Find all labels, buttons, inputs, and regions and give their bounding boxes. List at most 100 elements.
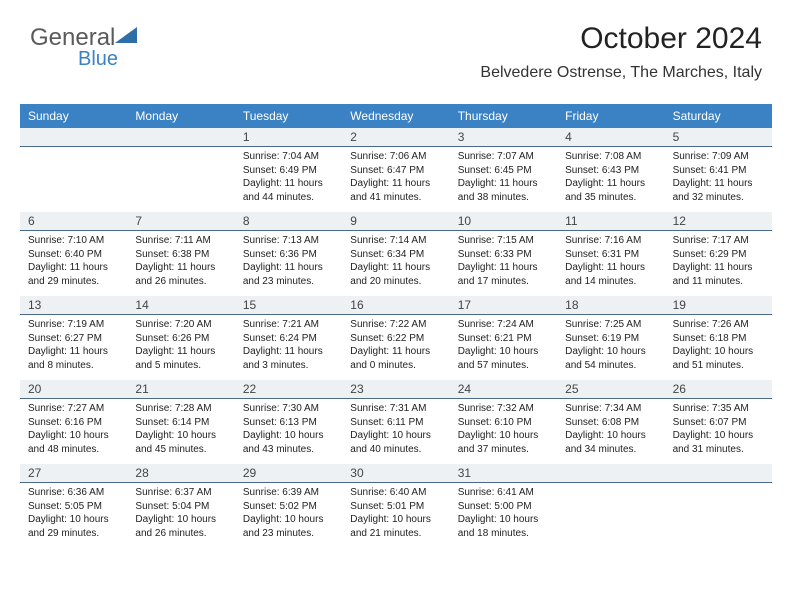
sunset-text: Sunset: 6:19 PM [565, 332, 656, 346]
sunrise-text: Sunrise: 7:07 AM [458, 150, 549, 164]
day-info: Sunrise: 7:14 AMSunset: 6:34 PMDaylight:… [342, 231, 449, 294]
calendar-week: 6Sunrise: 7:10 AMSunset: 6:40 PMDaylight… [20, 212, 772, 296]
day-number: 12 [665, 212, 772, 231]
day-number: 9 [342, 212, 449, 231]
sunrise-text: Sunrise: 7:04 AM [243, 150, 334, 164]
calendar-cell [20, 128, 127, 212]
day-info: Sunrise: 7:31 AMSunset: 6:11 PMDaylight:… [342, 399, 449, 462]
calendar-cell: 2Sunrise: 7:06 AMSunset: 6:47 PMDaylight… [342, 128, 449, 212]
daylight-text: Daylight: 10 hours and 23 minutes. [243, 513, 334, 540]
sunset-text: Sunset: 5:00 PM [458, 500, 549, 514]
day-number: 18 [557, 296, 664, 315]
daylight-text: Daylight: 11 hours and 35 minutes. [565, 177, 656, 204]
logo-text-general: General [30, 24, 115, 51]
daylight-text: Daylight: 10 hours and 29 minutes. [28, 513, 119, 540]
daylight-text: Daylight: 11 hours and 29 minutes. [28, 261, 119, 288]
daylight-text: Daylight: 11 hours and 38 minutes. [458, 177, 549, 204]
daylight-text: Daylight: 11 hours and 3 minutes. [243, 345, 334, 372]
day-number: 17 [450, 296, 557, 315]
sunset-text: Sunset: 6:11 PM [350, 416, 441, 430]
daylight-text: Daylight: 11 hours and 17 minutes. [458, 261, 549, 288]
day-number [665, 464, 772, 483]
day-info: Sunrise: 7:16 AMSunset: 6:31 PMDaylight:… [557, 231, 664, 294]
calendar-cell: 17Sunrise: 7:24 AMSunset: 6:21 PMDayligh… [450, 296, 557, 380]
day-number: 26 [665, 380, 772, 399]
sunrise-text: Sunrise: 6:41 AM [458, 486, 549, 500]
daylight-text: Daylight: 11 hours and 20 minutes. [350, 261, 441, 288]
day-number: 20 [20, 380, 127, 399]
day-header: Monday [127, 104, 234, 128]
calendar-cell: 1Sunrise: 7:04 AMSunset: 6:49 PMDaylight… [235, 128, 342, 212]
day-header: Saturday [665, 104, 772, 128]
sunrise-text: Sunrise: 7:27 AM [28, 402, 119, 416]
sunrise-text: Sunrise: 7:11 AM [135, 234, 226, 248]
calendar-week: 13Sunrise: 7:19 AMSunset: 6:27 PMDayligh… [20, 296, 772, 380]
calendar-week: 1Sunrise: 7:04 AMSunset: 6:49 PMDaylight… [20, 128, 772, 212]
day-number: 28 [127, 464, 234, 483]
day-info: Sunrise: 7:26 AMSunset: 6:18 PMDaylight:… [665, 315, 772, 378]
daylight-text: Daylight: 10 hours and 21 minutes. [350, 513, 441, 540]
calendar-cell: 14Sunrise: 7:20 AMSunset: 6:26 PMDayligh… [127, 296, 234, 380]
sunset-text: Sunset: 6:38 PM [135, 248, 226, 262]
calendar-cell: 29Sunrise: 6:39 AMSunset: 5:02 PMDayligh… [235, 464, 342, 548]
day-number [127, 128, 234, 147]
calendar-cell: 24Sunrise: 7:32 AMSunset: 6:10 PMDayligh… [450, 380, 557, 464]
daylight-text: Daylight: 11 hours and 14 minutes. [565, 261, 656, 288]
day-number: 5 [665, 128, 772, 147]
daylight-text: Daylight: 11 hours and 11 minutes. [673, 261, 764, 288]
day-info: Sunrise: 6:36 AMSunset: 5:05 PMDaylight:… [20, 483, 127, 546]
sunrise-text: Sunrise: 6:39 AM [243, 486, 334, 500]
day-header: Wednesday [342, 104, 449, 128]
sunset-text: Sunset: 6:47 PM [350, 164, 441, 178]
day-info: Sunrise: 6:37 AMSunset: 5:04 PMDaylight:… [127, 483, 234, 546]
calendar-cell: 4Sunrise: 7:08 AMSunset: 6:43 PMDaylight… [557, 128, 664, 212]
sunset-text: Sunset: 6:33 PM [458, 248, 549, 262]
sunrise-text: Sunrise: 7:09 AM [673, 150, 764, 164]
day-info: Sunrise: 6:41 AMSunset: 5:00 PMDaylight:… [450, 483, 557, 546]
day-info: Sunrise: 7:08 AMSunset: 6:43 PMDaylight:… [557, 147, 664, 210]
day-number: 22 [235, 380, 342, 399]
sunrise-text: Sunrise: 6:40 AM [350, 486, 441, 500]
day-info: Sunrise: 7:34 AMSunset: 6:08 PMDaylight:… [557, 399, 664, 462]
calendar-cell: 23Sunrise: 7:31 AMSunset: 6:11 PMDayligh… [342, 380, 449, 464]
calendar-cell: 16Sunrise: 7:22 AMSunset: 6:22 PMDayligh… [342, 296, 449, 380]
day-info: Sunrise: 7:10 AMSunset: 6:40 PMDaylight:… [20, 231, 127, 294]
day-info: Sunrise: 7:09 AMSunset: 6:41 PMDaylight:… [665, 147, 772, 210]
day-info: Sunrise: 7:19 AMSunset: 6:27 PMDaylight:… [20, 315, 127, 378]
daylight-text: Daylight: 11 hours and 5 minutes. [135, 345, 226, 372]
day-number: 8 [235, 212, 342, 231]
day-info: Sunrise: 7:07 AMSunset: 6:45 PMDaylight:… [450, 147, 557, 210]
day-info: Sunrise: 7:24 AMSunset: 6:21 PMDaylight:… [450, 315, 557, 378]
day-info: Sunrise: 7:20 AMSunset: 6:26 PMDaylight:… [127, 315, 234, 378]
sunrise-text: Sunrise: 7:21 AM [243, 318, 334, 332]
daylight-text: Daylight: 10 hours and 37 minutes. [458, 429, 549, 456]
day-number: 2 [342, 128, 449, 147]
sunset-text: Sunset: 6:34 PM [350, 248, 441, 262]
day-number [557, 464, 664, 483]
calendar-cell [665, 464, 772, 548]
logo-triangle-icon [115, 27, 137, 43]
calendar-cell: 22Sunrise: 7:30 AMSunset: 6:13 PMDayligh… [235, 380, 342, 464]
day-header-row: Sunday Monday Tuesday Wednesday Thursday… [20, 104, 772, 128]
day-info: Sunrise: 7:21 AMSunset: 6:24 PMDaylight:… [235, 315, 342, 378]
sunset-text: Sunset: 6:16 PM [28, 416, 119, 430]
day-number: 6 [20, 212, 127, 231]
daylight-text: Daylight: 10 hours and 45 minutes. [135, 429, 226, 456]
calendar-cell: 12Sunrise: 7:17 AMSunset: 6:29 PMDayligh… [665, 212, 772, 296]
day-number: 19 [665, 296, 772, 315]
sunset-text: Sunset: 6:24 PM [243, 332, 334, 346]
calendar-cell: 11Sunrise: 7:16 AMSunset: 6:31 PMDayligh… [557, 212, 664, 296]
sunset-text: Sunset: 5:04 PM [135, 500, 226, 514]
calendar: Sunday Monday Tuesday Wednesday Thursday… [20, 104, 772, 548]
day-info: Sunrise: 7:15 AMSunset: 6:33 PMDaylight:… [450, 231, 557, 294]
day-info: Sunrise: 7:30 AMSunset: 6:13 PMDaylight:… [235, 399, 342, 462]
daylight-text: Daylight: 10 hours and 54 minutes. [565, 345, 656, 372]
logo-text-blue: Blue [78, 48, 137, 71]
sunset-text: Sunset: 6:22 PM [350, 332, 441, 346]
day-number: 15 [235, 296, 342, 315]
sunset-text: Sunset: 6:14 PM [135, 416, 226, 430]
daylight-text: Daylight: 11 hours and 44 minutes. [243, 177, 334, 204]
sunrise-text: Sunrise: 7:22 AM [350, 318, 441, 332]
sunset-text: Sunset: 6:07 PM [673, 416, 764, 430]
sunset-text: Sunset: 6:08 PM [565, 416, 656, 430]
